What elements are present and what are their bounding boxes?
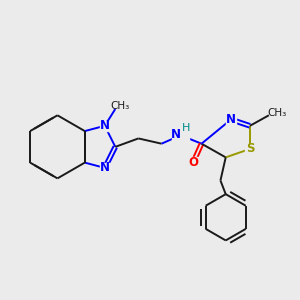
Bar — [226, 114, 236, 125]
Text: N: N — [100, 119, 110, 132]
Bar — [100, 121, 110, 131]
Text: N: N — [100, 161, 110, 174]
Bar — [100, 163, 110, 173]
Text: H: H — [182, 123, 190, 133]
Bar — [172, 129, 189, 142]
Text: S: S — [246, 142, 254, 155]
Text: N: N — [226, 113, 236, 126]
Bar — [188, 158, 198, 168]
Text: O: O — [188, 156, 198, 169]
Text: N: N — [171, 128, 181, 141]
Bar — [244, 144, 255, 154]
Text: CH₃: CH₃ — [110, 101, 129, 111]
Text: CH₃: CH₃ — [268, 108, 287, 118]
